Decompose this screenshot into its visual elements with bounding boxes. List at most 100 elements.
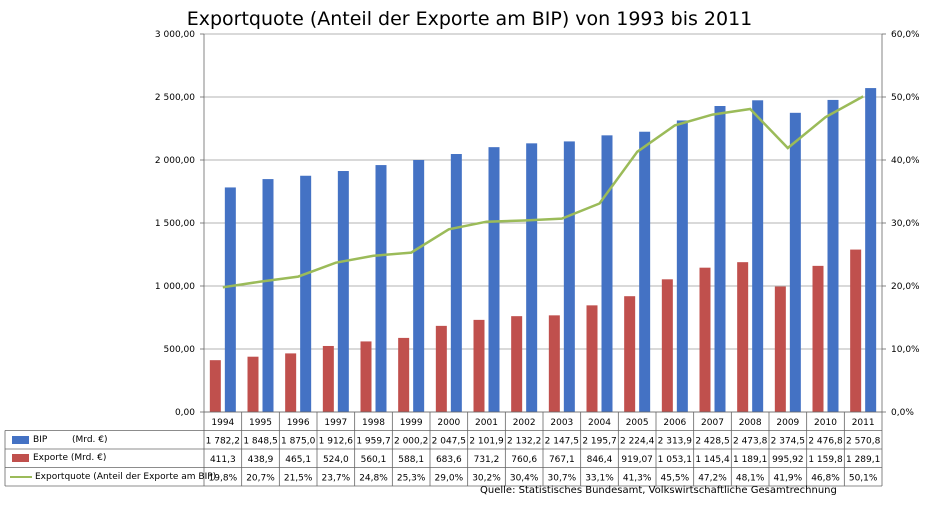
y2-tick-label: 60,0% — [891, 30, 920, 40]
data-label: 23,7% — [322, 474, 351, 484]
bar-exporte — [473, 319, 485, 412]
data-label: 411,3 — [210, 455, 236, 465]
y2-tick-label: 50,0% — [891, 93, 920, 103]
data-label: 2 224,4 — [620, 437, 655, 447]
y2-tick-label: 40,0% — [891, 156, 920, 166]
y-tick-label: 500,00 — [164, 345, 196, 355]
data-label: 2 473,8 — [733, 437, 768, 447]
legend-key — [12, 435, 29, 444]
bar-bip — [375, 165, 387, 412]
bar-bip — [601, 135, 613, 412]
bar-exporte — [699, 267, 711, 412]
data-label: 560,1 — [361, 455, 387, 465]
bar-bip — [488, 147, 500, 413]
bar-exporte — [661, 279, 673, 412]
data-label: 1 145,4 — [695, 455, 730, 465]
bar-bip — [224, 187, 236, 412]
bar-bip — [752, 100, 764, 412]
data-label: 760,6 — [511, 455, 537, 465]
bar-exporte — [511, 316, 523, 412]
x-tick-label: 1999 — [400, 418, 423, 428]
data-label: 30,4% — [510, 474, 539, 484]
data-label: 731,2 — [474, 455, 500, 465]
bar-bip — [413, 159, 425, 412]
data-label: 767,1 — [549, 455, 575, 465]
x-tick-label: 1998 — [362, 418, 385, 428]
data-label: 2 195,7 — [582, 437, 616, 447]
data-label: 2 132,2 — [507, 437, 541, 447]
x-tick-label: 2001 — [475, 418, 498, 428]
data-label: 2 374,5 — [771, 437, 805, 447]
data-label: 1 053,1 — [658, 455, 692, 465]
data-label: 846,4 — [587, 455, 613, 465]
bar-bip — [865, 88, 877, 413]
data-label: 24,8% — [359, 474, 388, 484]
x-tick-label: 2004 — [588, 418, 611, 428]
data-label: 2 101,9 — [469, 437, 504, 447]
y-tick-label: 0,00 — [175, 408, 195, 418]
line-exportquote — [222, 95, 864, 289]
x-tick-label: 2007 — [701, 418, 724, 428]
y2-tick-label: 30,0% — [891, 219, 920, 229]
y2-tick-label: 10,0% — [891, 345, 920, 355]
data-label: 524,0 — [323, 455, 349, 465]
x-tick-label: 2002 — [513, 418, 536, 428]
chart-title: Exportquote (Anteil der Exporte am BIP) … — [186, 8, 753, 30]
legend-key — [10, 475, 32, 478]
data-label: 30,2% — [472, 474, 501, 484]
x-tick-label: 2010 — [814, 418, 837, 428]
data-label: 50,1% — [849, 474, 878, 484]
data-label: 2 428,5 — [695, 437, 729, 447]
y-tick-label: 1 500,00 — [155, 219, 195, 229]
legend-label: Exporte (Mrd. €) — [33, 453, 107, 463]
x-tick-label: 2008 — [739, 418, 762, 428]
data-label: 2 000,2 — [394, 437, 428, 447]
x-tick-label: 1994 — [211, 418, 234, 428]
legend-key — [12, 454, 29, 462]
data-label: 1 959,7 — [356, 437, 390, 447]
data-label: 25,3% — [397, 474, 426, 484]
x-tick-label: 2011 — [852, 418, 875, 428]
data-label: 46,8% — [811, 474, 840, 484]
bar-exporte — [398, 337, 410, 412]
bar-bip — [300, 175, 312, 412]
bar-exporte — [285, 353, 297, 412]
legend-unit: (Mrd. €) — [72, 434, 108, 445]
bar-bip — [262, 179, 274, 412]
legend-label: Exportquote (Anteil der Exporte am BIP) — [35, 471, 217, 482]
bar-bip — [789, 112, 801, 413]
data-label: 2 476,8 — [808, 437, 843, 447]
bar-exporte — [624, 296, 636, 412]
data-label: 1 912,6 — [319, 437, 354, 447]
x-tick-label: 1996 — [287, 418, 310, 428]
data-label: 683,6 — [436, 455, 462, 465]
data-label: 41,3% — [623, 474, 652, 484]
data-label: 1 848,5 — [243, 437, 277, 447]
x-tick-label: 2009 — [776, 418, 799, 428]
bar-exporte — [812, 265, 824, 412]
bar-exporte — [360, 341, 372, 412]
y-tick-label: 2 000,00 — [155, 156, 195, 166]
data-label: 41,9% — [774, 474, 803, 484]
data-label: 29,0% — [435, 474, 464, 484]
bar-exporte — [247, 356, 259, 412]
data-label: 47,2% — [698, 474, 727, 484]
data-label: 465,1 — [285, 455, 311, 465]
bar-bip — [827, 99, 839, 412]
data-label: 919,07 — [621, 455, 653, 465]
data-label: 1 189,1 — [733, 455, 767, 465]
data-label: 1 782,2 — [206, 437, 240, 447]
data-label: 48,1% — [736, 474, 765, 484]
bar-exporte — [850, 249, 862, 412]
x-tick-label: 1997 — [324, 418, 347, 428]
bar-exporte — [548, 315, 560, 412]
x-tick-label: 1995 — [249, 418, 272, 428]
x-tick-label: 2005 — [626, 418, 649, 428]
legend-label: BIP — [33, 434, 48, 445]
y-tick-label: 2 500,00 — [155, 93, 195, 103]
data-label: 2 313,9 — [658, 437, 693, 447]
source-note: Quelle: Statistisches Bundesamt, Volkswi… — [480, 485, 837, 496]
data-label: 21,5% — [284, 474, 313, 484]
